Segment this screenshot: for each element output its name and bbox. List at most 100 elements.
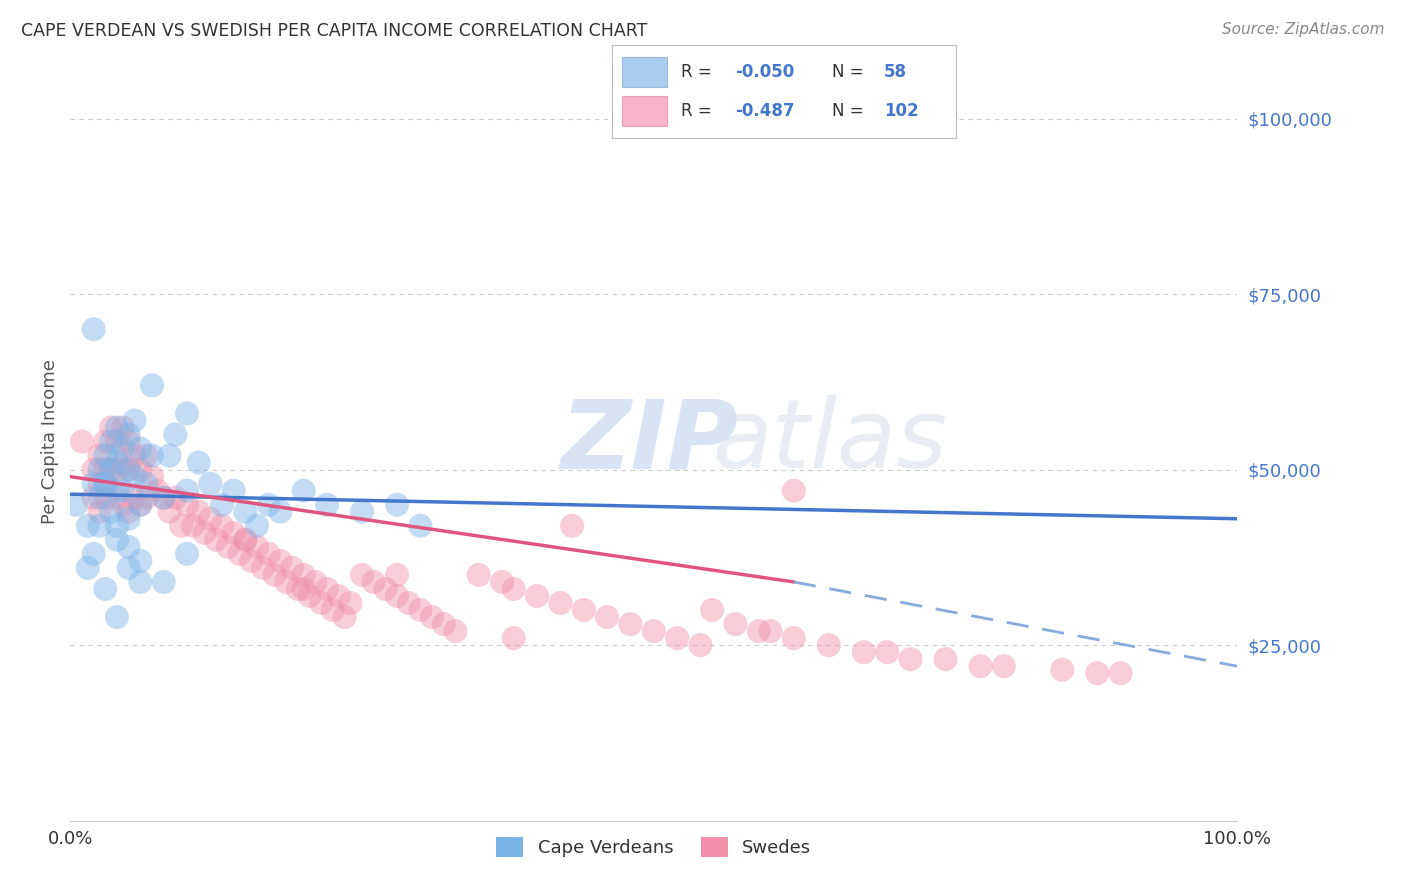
Point bbox=[141, 449, 163, 463]
Text: -0.050: -0.050 bbox=[735, 62, 794, 81]
Point bbox=[246, 540, 269, 554]
Point bbox=[146, 483, 169, 498]
Point bbox=[105, 518, 128, 533]
Point bbox=[193, 525, 215, 540]
Point bbox=[222, 525, 245, 540]
Point bbox=[433, 617, 456, 632]
Point bbox=[70, 434, 93, 449]
Point bbox=[165, 491, 187, 505]
Point bbox=[89, 491, 111, 505]
Point bbox=[420, 610, 443, 624]
Bar bbox=[621, 96, 666, 126]
Point bbox=[76, 518, 98, 533]
Point bbox=[94, 491, 117, 505]
Y-axis label: Per Capita Income: Per Capita Income bbox=[41, 359, 59, 524]
Text: CAPE VERDEAN VS SWEDISH PER CAPITA INCOME CORRELATION CHART: CAPE VERDEAN VS SWEDISH PER CAPITA INCOM… bbox=[21, 22, 648, 40]
Point bbox=[352, 505, 374, 519]
Point bbox=[111, 420, 134, 434]
Point bbox=[83, 322, 105, 336]
Point bbox=[596, 610, 619, 624]
Point bbox=[105, 491, 128, 505]
Point bbox=[467, 568, 491, 582]
Point bbox=[111, 483, 134, 498]
Point bbox=[702, 603, 724, 617]
Text: atlas: atlas bbox=[713, 395, 948, 488]
Point bbox=[141, 469, 163, 483]
Point bbox=[818, 638, 841, 652]
Text: Source: ZipAtlas.com: Source: ZipAtlas.com bbox=[1222, 22, 1385, 37]
Point bbox=[228, 547, 250, 561]
Point bbox=[105, 420, 128, 434]
Point bbox=[89, 505, 111, 519]
Point bbox=[292, 582, 315, 596]
Point bbox=[118, 561, 141, 575]
Point bbox=[252, 561, 274, 575]
Point bbox=[176, 547, 198, 561]
Point bbox=[200, 476, 222, 491]
Point bbox=[105, 434, 128, 449]
Point bbox=[105, 462, 128, 476]
Point bbox=[141, 378, 163, 392]
Point bbox=[322, 603, 344, 617]
Point bbox=[1050, 663, 1074, 677]
Point bbox=[759, 624, 782, 639]
Point bbox=[94, 476, 117, 491]
Point bbox=[240, 554, 263, 568]
Point bbox=[409, 518, 432, 533]
Point bbox=[572, 603, 595, 617]
Point bbox=[129, 498, 152, 512]
Point bbox=[176, 407, 198, 421]
Point bbox=[176, 483, 198, 498]
Point bbox=[105, 610, 128, 624]
Point bbox=[83, 476, 105, 491]
Point bbox=[118, 462, 141, 476]
Point bbox=[748, 624, 770, 639]
Point bbox=[129, 462, 152, 476]
Point bbox=[287, 582, 309, 596]
Point bbox=[89, 462, 111, 476]
Point bbox=[222, 483, 245, 498]
Point bbox=[118, 540, 141, 554]
Point bbox=[100, 462, 122, 476]
Point bbox=[105, 483, 128, 498]
Point bbox=[352, 568, 374, 582]
Point bbox=[852, 645, 875, 659]
Point bbox=[187, 505, 209, 519]
Point bbox=[111, 442, 134, 456]
Point bbox=[561, 518, 583, 533]
Point bbox=[900, 652, 922, 666]
Point bbox=[135, 449, 157, 463]
Point bbox=[304, 574, 326, 589]
Point bbox=[993, 659, 1015, 673]
Point bbox=[298, 589, 321, 603]
Point bbox=[94, 449, 117, 463]
Point bbox=[152, 574, 174, 589]
Point bbox=[118, 512, 141, 526]
Point bbox=[100, 434, 122, 449]
Point bbox=[94, 462, 117, 476]
Text: N =: N = bbox=[832, 102, 869, 120]
Point bbox=[643, 624, 665, 639]
Point bbox=[211, 518, 233, 533]
Point bbox=[444, 624, 467, 639]
Point bbox=[94, 476, 117, 491]
Point bbox=[398, 596, 420, 610]
Point bbox=[129, 442, 152, 456]
Point bbox=[129, 574, 152, 589]
Point bbox=[689, 638, 711, 652]
Point bbox=[876, 645, 898, 659]
Point bbox=[89, 449, 111, 463]
Point bbox=[181, 518, 204, 533]
Point bbox=[135, 476, 157, 491]
Point bbox=[783, 631, 806, 645]
Point bbox=[152, 491, 174, 505]
Point bbox=[170, 518, 193, 533]
Text: R =: R = bbox=[681, 102, 717, 120]
Point bbox=[124, 449, 146, 463]
Point bbox=[105, 533, 128, 547]
Point bbox=[205, 533, 228, 547]
Point bbox=[619, 617, 641, 632]
Point bbox=[111, 456, 134, 470]
Point bbox=[385, 589, 408, 603]
Point bbox=[176, 498, 198, 512]
